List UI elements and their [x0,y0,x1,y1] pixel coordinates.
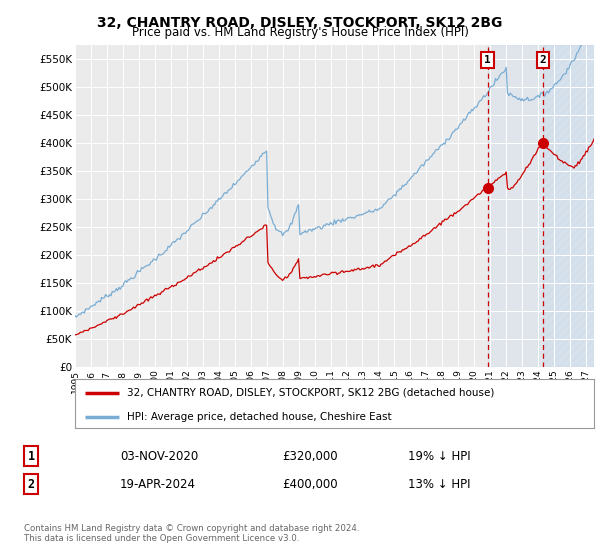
Text: 32, CHANTRY ROAD, DISLEY, STOCKPORT, SK12 2BG: 32, CHANTRY ROAD, DISLEY, STOCKPORT, SK1… [97,16,503,30]
Text: 32, CHANTRY ROAD, DISLEY, STOCKPORT, SK12 2BG (detached house): 32, CHANTRY ROAD, DISLEY, STOCKPORT, SK1… [127,388,494,398]
Text: 1: 1 [28,450,35,463]
Text: 2: 2 [539,55,546,65]
Text: 19-APR-2024: 19-APR-2024 [120,478,196,491]
Text: Price paid vs. HM Land Registry's House Price Index (HPI): Price paid vs. HM Land Registry's House … [131,26,469,39]
Bar [488,45,594,367]
Text: HPI: Average price, detached house, Cheshire East: HPI: Average price, detached house, Ches… [127,412,392,422]
Text: £400,000: £400,000 [282,478,338,491]
Text: 1: 1 [484,55,491,65]
Text: £320,000: £320,000 [282,450,338,463]
Text: 19% ↓ HPI: 19% ↓ HPI [408,450,470,463]
Text: 2: 2 [28,478,35,491]
Text: Contains HM Land Registry data © Crown copyright and database right 2024.
This d: Contains HM Land Registry data © Crown c… [24,524,359,543]
Bar [543,45,594,367]
Text: 03-NOV-2020: 03-NOV-2020 [120,450,198,463]
Text: 13% ↓ HPI: 13% ↓ HPI [408,478,470,491]
